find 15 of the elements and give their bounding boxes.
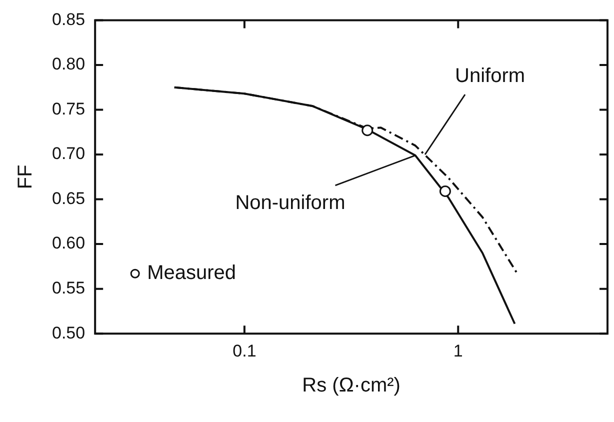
x-tick-label: 0.1 [232, 341, 256, 360]
x-axis-title: Rs (Ω·cm²) [302, 374, 400, 397]
y-tick-label: 0.65 [52, 188, 86, 208]
y-tick-label: 0.60 [52, 234, 86, 253]
x-tick-label: 1 [453, 341, 463, 360]
y-tick-label: 0.50 [52, 323, 86, 342]
y-tick-label: 0.75 [52, 99, 86, 118]
y-tick-label: 0.55 [52, 278, 86, 298]
y-axis-title: FF [14, 164, 37, 190]
annotation: Uniform [455, 65, 526, 88]
y-tick-label: 0.70 [52, 144, 86, 164]
y-tick-label: 0.85 [52, 10, 86, 29]
annotation: Non-uniform [235, 192, 346, 214]
legend-label: Measured [147, 262, 236, 284]
y-tick-label: 0.80 [52, 54, 86, 74]
